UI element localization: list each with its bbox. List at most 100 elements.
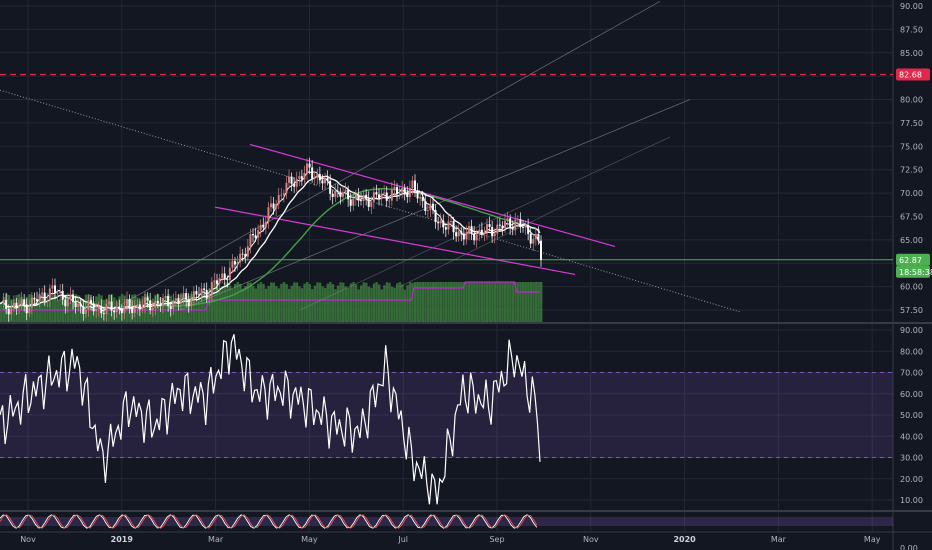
candle-body: [375, 192, 378, 195]
countdown-badge-bg: [896, 265, 930, 278]
volume-bar: [437, 282, 440, 322]
candle-body: [390, 189, 393, 201]
candle-body: [329, 180, 332, 194]
volume-bar: [362, 282, 365, 322]
candle-body: [28, 307, 31, 314]
volume-bar: [460, 282, 463, 322]
candle-body: [110, 301, 113, 311]
rsi-tick-label: 80.00: [900, 347, 923, 356]
price-tick-label: 77.50: [900, 119, 923, 128]
candle-body: [468, 226, 470, 233]
price-axis[interactable]: 90.0087.5085.0082.5080.0077.5075.0072.50…: [900, 2, 923, 315]
candle-body: [221, 273, 224, 279]
candle-body: [141, 306, 144, 310]
candle-body: [275, 204, 278, 209]
candle-body: [97, 306, 100, 309]
candle-body: [370, 201, 373, 207]
volume-bar: [426, 282, 430, 322]
time-axis[interactable]: Nov2019MarMayJulSepNov2020MarMayJulSepNo…: [20, 535, 932, 544]
time-tick-label: 2020: [673, 535, 696, 544]
candle-body: [442, 220, 445, 228]
stoch-axis[interactable]: 0.00: [900, 544, 918, 550]
candle-body: [218, 278, 221, 284]
candle-body: [444, 227, 447, 230]
candle-body: [59, 290, 62, 294]
rsi-pane[interactable]: [0, 334, 893, 505]
candle-body: [529, 233, 532, 244]
candle-body: [95, 308, 98, 312]
volume-bar: [540, 282, 543, 322]
candle-body: [504, 220, 506, 228]
volume-bar: [126, 299, 129, 322]
volume-bar: [38, 294, 41, 322]
candle-body: [138, 304, 141, 310]
volume-bar: [483, 282, 486, 322]
volume-bar: [239, 283, 242, 322]
candle-body: [342, 192, 344, 197]
volume-bar: [378, 284, 381, 322]
candle-body: [234, 261, 236, 265]
volume-bar: [288, 288, 291, 322]
volume-bar: [473, 282, 476, 322]
volume-bar: [200, 294, 203, 322]
candle-body: [398, 192, 401, 194]
candle-body: [303, 173, 306, 180]
volume-bar: [347, 288, 350, 322]
candle-body: [136, 304, 139, 308]
candle-body: [12, 302, 15, 307]
candle-body: [326, 177, 329, 181]
rsi-axis[interactable]: 90.00 80.00 70.00 60.00 50.00 40.00 30.00 20.00…: [900, 326, 923, 505]
price-tick-label: 80.00: [900, 96, 923, 105]
price-tick-label: 60.00: [900, 283, 923, 292]
candle-body: [311, 167, 314, 179]
candle-body: [180, 299, 182, 303]
candle-body: [496, 224, 499, 234]
candle-body: [169, 305, 172, 309]
candle-body: [74, 302, 77, 308]
candle-body: [347, 189, 350, 200]
candle-body: [203, 288, 206, 290]
candle-body: [321, 180, 324, 184]
volume-bar: [192, 295, 196, 322]
candle-body: [167, 295, 170, 306]
candle-body: [231, 261, 234, 268]
price-pane[interactable]: [0, 0, 893, 322]
candle-body: [313, 177, 316, 179]
candle-body: [426, 210, 429, 211]
candle-body: [33, 297, 36, 300]
candle-body: [69, 294, 72, 300]
candle-body: [473, 233, 476, 241]
candle-body: [367, 198, 370, 207]
ema-fast-line: [0, 171, 541, 312]
price-tick-label: 65.00: [900, 236, 923, 245]
volume-bar: [254, 288, 257, 322]
volume-bar: [318, 282, 322, 322]
volume-bar: [390, 286, 394, 322]
volume-bar: [452, 282, 455, 322]
volume-bar: [480, 282, 484, 322]
candle-body: [357, 194, 360, 201]
current-price-badge: 62.87: [899, 256, 922, 265]
candle-body: [498, 224, 501, 226]
volume-bar: [231, 288, 234, 322]
candle-body: [501, 225, 504, 228]
volume-bar: [344, 286, 347, 322]
candle-body: [360, 200, 362, 202]
time-tick-label: Nov: [583, 535, 599, 544]
rsi-tick-label: 30.00: [900, 454, 923, 463]
stoch-tick-label: 0.00: [900, 544, 918, 550]
volume-bar: [447, 282, 450, 322]
candle-body: [144, 297, 146, 307]
time-tick-label: Sep: [489, 535, 504, 544]
volume-bar: [252, 286, 255, 322]
candle-body: [259, 224, 262, 231]
candle-body: [272, 203, 275, 209]
candle-body: [475, 234, 478, 241]
candle-body: [5, 299, 8, 309]
candle-body: [108, 301, 110, 304]
stoch-pane[interactable]: [0, 514, 893, 529]
candle-body: [210, 281, 213, 295]
candle-body: [20, 299, 23, 306]
